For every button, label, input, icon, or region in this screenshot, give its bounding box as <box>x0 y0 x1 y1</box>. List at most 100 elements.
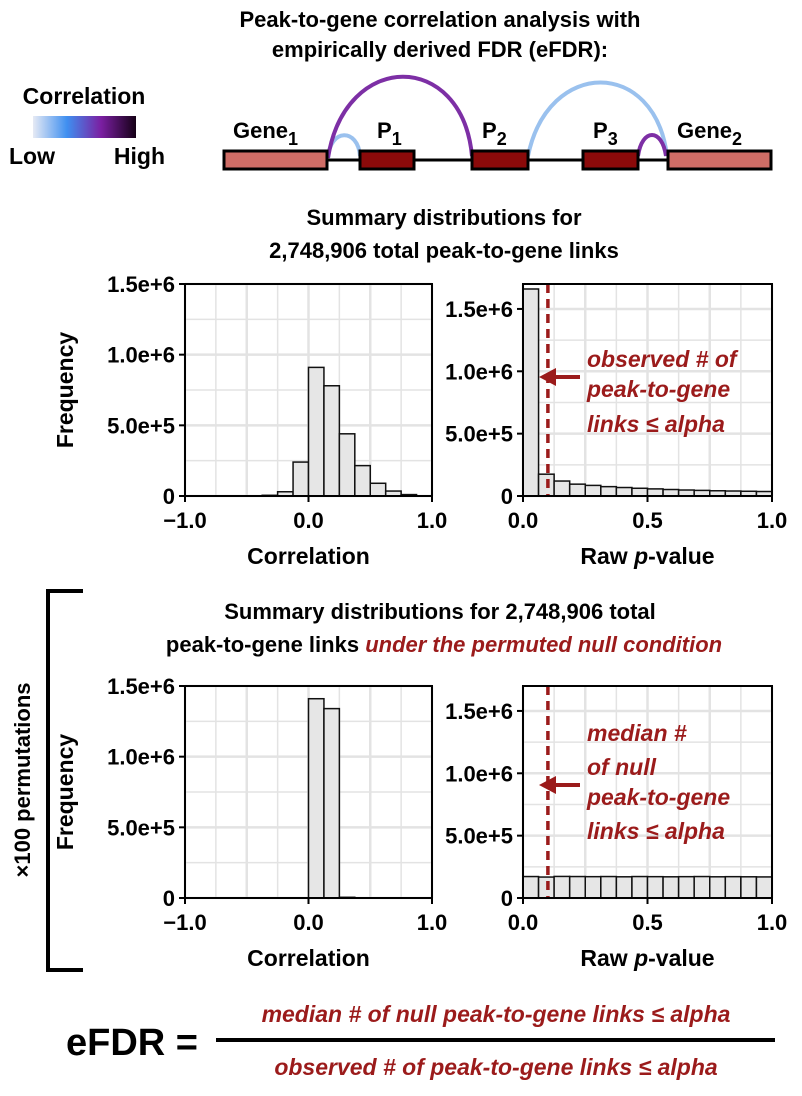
histogram-bar <box>568 875 586 899</box>
histogram-bar <box>369 482 387 497</box>
title-line2: empirically derived FDR (eFDR): <box>272 37 608 62</box>
y-tick-label: 0 <box>501 484 513 509</box>
bottom-section-title-line2: peak-to-gene links under the permuted nu… <box>166 632 722 657</box>
histogram-bar <box>693 875 711 899</box>
bottom-section-title-line1: Summary distributions for 2,748,906 tota… <box>224 599 656 624</box>
histogram-bar <box>662 876 680 899</box>
legend-low: Low <box>9 143 55 169</box>
histogram-bar <box>307 697 325 899</box>
correlation-legend: Correlation Low High <box>9 83 165 169</box>
y-tick-label: 5.0e+5 <box>445 422 513 447</box>
link-arc-p2-gene2 <box>526 80 669 157</box>
x-axis-label: Correlation <box>247 543 370 569</box>
observed-annotation-line3: links ≤ alpha <box>587 411 725 437</box>
link-arc-gene1-p2 <box>326 74 474 159</box>
peak2-label: P2 <box>482 118 507 149</box>
x-tick-label: −1.0 <box>163 508 206 533</box>
null-annotation-line3: peak-to-gene <box>586 784 730 810</box>
gene2-box <box>666 149 773 171</box>
y-tick-label: 1.0e+6 <box>445 761 513 786</box>
gene1-box <box>222 149 329 171</box>
peak1-label: P1 <box>377 118 402 149</box>
y-tick-label: 1.0e+6 <box>107 745 175 770</box>
observed-annotation-line1: observed # of <box>587 346 739 372</box>
histogram-bar <box>600 485 618 497</box>
histogram-bar <box>740 876 758 899</box>
x-tick-label: 1.0 <box>417 910 448 935</box>
peak3-box <box>581 149 640 171</box>
x-tick-label: 1.0 <box>757 910 788 935</box>
histogram-bar <box>522 875 540 899</box>
histogram-bar <box>646 875 664 899</box>
observed-correlation-histogram: −1.0 0.0 1.0 0 5.0e+5 1.0e+6 1.5e+6 Correlation… <box>52 272 447 569</box>
efdr-numerator: median # of null peak-to-gene links ≤ al… <box>262 1001 731 1027</box>
title-line1: Peak-to-gene correlation analysis with <box>239 7 640 32</box>
legend-high: High <box>114 143 165 169</box>
null-annotation-line4: links ≤ alpha <box>587 818 725 844</box>
y-tick-label: 0 <box>163 886 175 911</box>
y-tick-label: 5.0e+5 <box>107 815 175 840</box>
gene2-label: Gene2 <box>677 118 742 149</box>
x-tick-label: 0.0 <box>508 910 539 935</box>
x-tick-label: 1.0 <box>757 508 788 533</box>
histogram-bar <box>323 707 341 899</box>
x-tick-label: 0.0 <box>293 910 324 935</box>
histogram-bar <box>646 488 664 497</box>
peak3-label: P3 <box>593 118 618 149</box>
permutations-label: ×100 permutations <box>10 682 35 877</box>
observed-pvalue-histogram: 0.0 0.5 1.0 0 5.0e+5 1.0e+6 1.5e+6 Raw p-value <box>445 283 788 569</box>
x-tick-label: 0.5 <box>632 910 663 935</box>
histogram-bar <box>615 486 633 497</box>
x-tick-label: 0.5 <box>632 508 663 533</box>
y-tick-label: 5.0e+5 <box>107 413 175 438</box>
efdr-denominator: observed # of peak-to-gene links ≤ alpha <box>274 1054 718 1080</box>
null-annotation: median # of null peak-to-gene links ≤ al… <box>539 720 730 844</box>
y-tick-label: 1.5e+6 <box>107 674 175 699</box>
histogram-bar <box>292 461 310 497</box>
efdr-lhs: eFDR = <box>66 1022 198 1064</box>
x-axis-label: Raw p-value <box>580 945 714 971</box>
histogram-bar <box>724 875 742 899</box>
x-tick-label: 1.0 <box>417 508 448 533</box>
x-axis-label: Correlation <box>247 945 370 971</box>
y-tick-label: 1.0e+6 <box>445 359 513 384</box>
null-annotation-line1: median # <box>587 720 687 746</box>
histogram-bar <box>522 288 540 497</box>
legend-gradient-bar <box>33 116 136 138</box>
top-section-title-line2: 2,748,906 total peak-to-gene links <box>269 238 619 263</box>
null-correlation-histogram: −1.0 0.0 1.0 0 5.0e+5 1.0e+6 1.5e+6 Correlation… <box>52 674 447 971</box>
peak-gene-diagram: Gene1 P1 P2 P3 Gene2 <box>222 74 773 171</box>
y-tick-label: 0 <box>501 886 513 911</box>
y-tick-label: 1.5e+6 <box>445 699 513 724</box>
observed-annotation: observed # of peak-to-gene links ≤ alpha <box>539 346 739 437</box>
histogram-bar <box>584 484 602 497</box>
histogram-bar <box>709 876 727 899</box>
histogram-bar <box>338 433 356 497</box>
histogram-bar <box>323 385 341 497</box>
histogram-bar <box>615 876 633 899</box>
peak1-box <box>358 149 416 171</box>
histogram-bar <box>553 875 571 899</box>
observed-annotation-line2: peak-to-gene <box>586 376 730 402</box>
y-tick-label: 0 <box>163 484 175 509</box>
y-tick-label: 1.0e+6 <box>107 343 175 368</box>
permutation-bracket <box>46 589 83 972</box>
link-arc-p3-gene2 <box>636 133 668 157</box>
histogram-bar <box>677 875 695 899</box>
histogram-bar <box>755 876 773 899</box>
x-tick-label: 0.0 <box>508 508 539 533</box>
y-axis-label: Frequency <box>52 332 78 449</box>
y-axis-label: Frequency <box>52 734 78 851</box>
x-axis-label: Raw p-value <box>580 543 714 569</box>
null-pvalue-histogram: 0.0 0.5 1.0 0 5.0e+5 1.0e+6 1.5e+6 Raw p-value <box>445 685 788 971</box>
observed-arrow-head <box>539 368 556 386</box>
histogram-bar <box>354 464 371 497</box>
histogram-bar <box>584 875 602 899</box>
histogram-bar <box>553 480 571 497</box>
histogram-bar <box>631 875 649 899</box>
histogram-bar <box>631 487 649 497</box>
null-arrow-head <box>539 776 556 794</box>
x-tick-label: 0.0 <box>293 508 324 533</box>
y-tick-label: 1.5e+6 <box>445 297 513 322</box>
